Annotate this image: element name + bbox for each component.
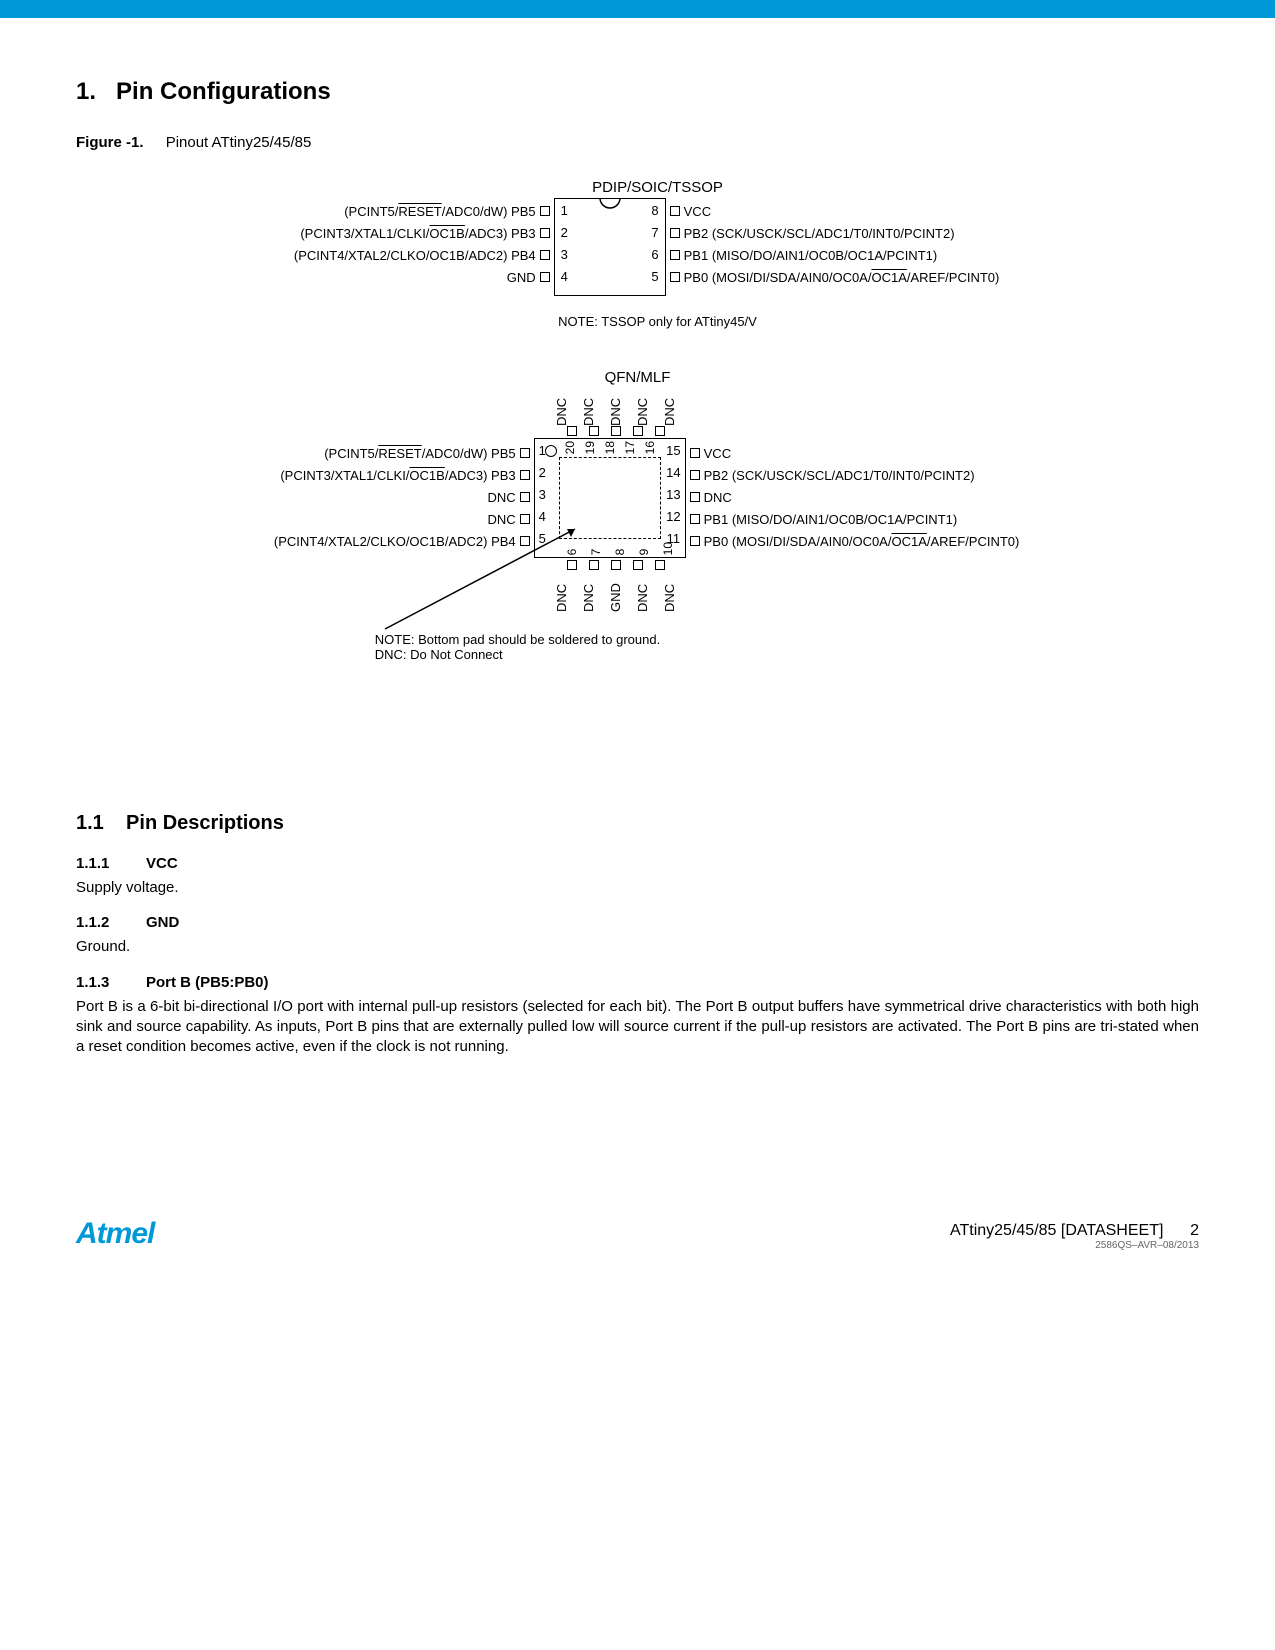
pin-num: 1 xyxy=(561,203,568,225)
subsection-title: Pin Descriptions xyxy=(126,812,284,834)
qfn-bot-3: GND xyxy=(608,572,623,612)
s112-heading: 1.1.2GND xyxy=(76,914,1199,931)
qfn-top-4: DNC xyxy=(635,386,650,426)
section-title: Pin Configurations xyxy=(116,78,331,105)
pdip-diagram: PDIP/SOIC/TSSOP (PCINT5/RESET/ADC0/dW) P… xyxy=(76,179,1199,329)
pkg1-title: PDIP/SOIC/TSSOP xyxy=(583,179,733,196)
qfn-top-2: DNC xyxy=(581,386,596,426)
qfn-top-5: DNC xyxy=(662,386,677,426)
page-footer: Atmel ATtiny25/45/85 [DATASHEET] 2 2586Q… xyxy=(0,1217,1275,1281)
figure-label: Figure -1. xyxy=(76,134,144,151)
qfn-bot-1: DNC xyxy=(554,572,569,612)
pkg1-note: NOTE: TSSOP only for ATtiny45/V xyxy=(558,314,757,329)
qfn-left-1: (PCINT5/RESET/ADC0/dW) PB5 xyxy=(256,442,534,464)
page-content: 1. Pin Configurations Figure -1. Pinout … xyxy=(0,18,1275,1097)
section-number: 1. xyxy=(76,78,96,105)
qfn-right-3: DNC xyxy=(686,486,1020,508)
pin-num: 4 xyxy=(561,269,568,291)
pin-right-4: PB0 (MOSI/DI/SDA/AIN0/OC0A/OC1A/AREF/PCI… xyxy=(666,266,1000,288)
s113-body: Port B is a 6-bit bi-directional I/O por… xyxy=(76,997,1199,1058)
qfn-top-1: DNC xyxy=(554,386,569,426)
s111-body: Supply voltage. xyxy=(76,878,1199,898)
pin-num: 6 xyxy=(651,247,658,269)
pin-num: 7 xyxy=(651,225,658,247)
qfn-bot-5: DNC xyxy=(662,572,677,612)
pin-right-2: PB2 (SCK/USCK/SCL/ADC1/T0/INT0/PCINT2) xyxy=(666,222,1000,244)
pin-right-1: VCC xyxy=(666,200,1000,222)
pin-num: 2 xyxy=(561,225,568,247)
qfn-note2: DNC: Do Not Connect xyxy=(375,647,660,662)
qfn-right-4: PB1 (MISO/DO/AIN1/OC0B/OC1A/PCINT1) xyxy=(686,508,1020,530)
s112-body: Ground. xyxy=(76,937,1199,957)
footer-doc: ATtiny25/45/85 [DATASHEET] xyxy=(950,1222,1163,1239)
figure-text: Pinout ATtiny25/45/85 xyxy=(166,134,312,151)
section-heading: 1. Pin Configurations xyxy=(76,78,1199,106)
pin-num: 5 xyxy=(651,269,658,291)
pin-num: 8 xyxy=(651,203,658,225)
qfn-right-1: VCC xyxy=(686,442,1020,464)
s111-heading: 1.1.1VCC xyxy=(76,855,1199,872)
pin-left-3: (PCINT4/XTAL2/CLKO/OC1B/ADC2) PB4 xyxy=(276,244,554,266)
pin-left-4: GND xyxy=(276,266,554,288)
pin-left-1: (PCINT5/RESET/ADC0/dW) PB5 xyxy=(276,200,554,222)
pin-right-3: PB1 (MISO/DO/AIN1/OC0B/OC1A/PCINT1) xyxy=(666,244,1000,266)
pin-left-2: (PCINT3/XTAL1/CLKI/OC1B/ADC3) PB3 xyxy=(276,222,554,244)
qfn-left-2: (PCINT3/XTAL1/CLKI/OC1B/ADC3) PB3 xyxy=(256,464,534,486)
qfn-top-3: DNC xyxy=(608,386,623,426)
qfn-right-5: PB0 (MOSI/DI/SDA/AIN0/OC0A/OC1A/AREF/PCI… xyxy=(686,530,1020,552)
qfn-bot-4: DNC xyxy=(635,572,650,612)
subsection-heading: 1.1 Pin Descriptions xyxy=(76,812,1199,835)
pkg2-title: QFN/MLF xyxy=(563,369,713,386)
qfn-right-2: PB2 (SCK/USCK/SCL/ADC1/T0/INT0/PCINT2) xyxy=(686,464,1020,486)
figure-caption: Figure -1. Pinout ATtiny25/45/85 xyxy=(76,134,1199,151)
footer-page: 2 xyxy=(1190,1222,1199,1239)
subsection-num: 1.1 xyxy=(76,812,104,834)
pin-num: 3 xyxy=(561,247,568,269)
s113-heading: 1.1.3Port B (PB5:PB0) xyxy=(76,974,1199,991)
qfn-diagram: QFN/MLF (PCINT5/RESET/ADC0/dW) PB5 (PCIN… xyxy=(76,369,1199,662)
qfn-bot-2: DNC xyxy=(581,572,596,612)
top-bar xyxy=(0,0,1275,18)
atmel-logo: Atmel xyxy=(76,1217,154,1251)
footer-docid: 2586QS–AVR–08/2013 xyxy=(950,1240,1199,1251)
